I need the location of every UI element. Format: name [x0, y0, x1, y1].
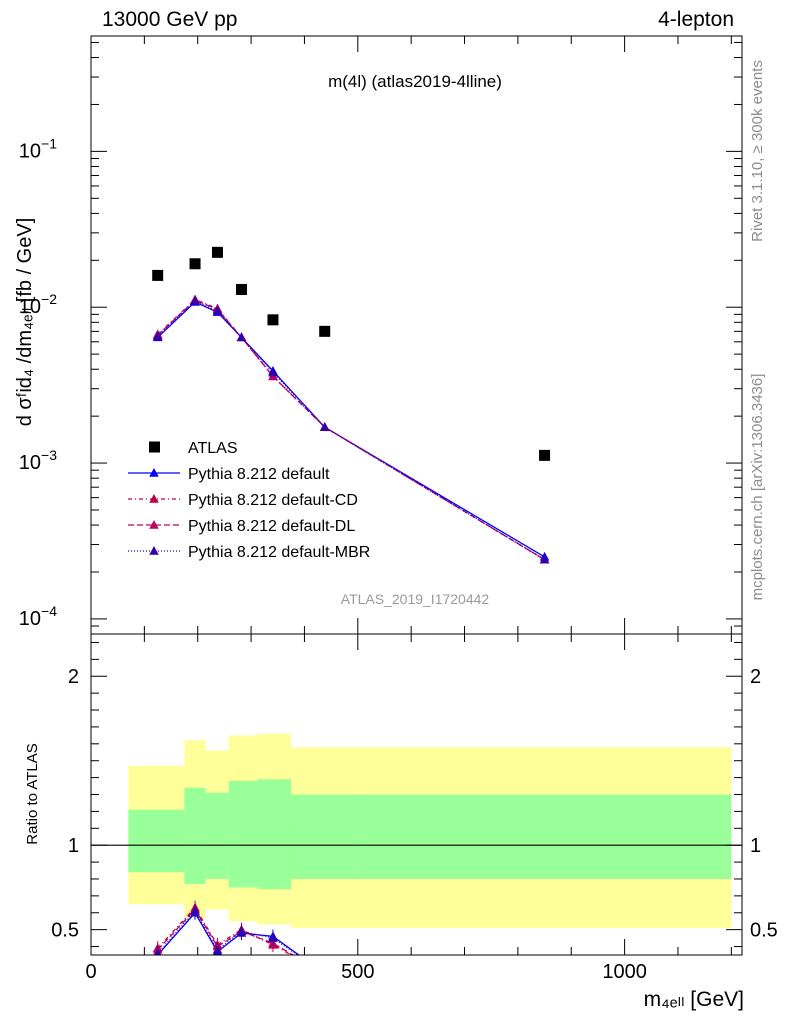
- ratio-point: [154, 948, 162, 955]
- legend: ATLAS Pythia 8.212 default Pythia 8.212 de…: [128, 440, 370, 561]
- y-tick-label: 10−1: [19, 135, 57, 162]
- ratio-point: [540, 974, 550, 983]
- series-default_mbr: [152, 295, 550, 564]
- ratio-content: [91, 733, 742, 983]
- mc-point: [152, 331, 163, 341]
- main-y-axis-label: d σᶠid₄ /dm₄ₑₗₗ [fb / GeV]: [14, 218, 36, 427]
- ratio-y-axis-label: Ratio to ATLAS: [24, 743, 41, 844]
- y-tick-exponent: −3: [41, 447, 57, 463]
- ratio-y-tick-label-right: 2: [750, 666, 761, 688]
- y-tick-label: 10−3: [19, 447, 57, 474]
- analysis-watermark: ATLAS_2019_I1720442: [341, 591, 490, 607]
- ratio-point: [236, 926, 247, 936]
- ratio-point: [320, 969, 330, 978]
- mc-point: [268, 367, 278, 377]
- plot-title: m(4l) (atlas2019-4lline): [328, 72, 502, 91]
- mc-point: [319, 422, 330, 431]
- data-point: [235, 283, 247, 295]
- mc-point: [236, 332, 247, 342]
- ratio-y-tick-label-right: 0.5: [750, 920, 778, 942]
- header-channel: 4-lepton: [658, 8, 734, 31]
- legend-marker: [149, 546, 159, 555]
- mc-point: [190, 295, 200, 305]
- ratio-y-tick-label: 0.5: [51, 920, 79, 942]
- ratio-point: [540, 972, 550, 981]
- y-tick-exponent: −1: [41, 135, 57, 151]
- legend-marker: [149, 441, 160, 453]
- uncertainty-band-inner: [184, 787, 206, 885]
- ratio-point: [320, 969, 330, 978]
- series-data: [152, 246, 551, 461]
- ratio-point: [540, 974, 550, 983]
- uncertainty-band-inner: [205, 792, 229, 879]
- ratio-point: [320, 969, 330, 978]
- ratio-series-default_mbr: [154, 904, 550, 983]
- mc-point: [212, 305, 223, 315]
- x-tick-label: 500: [341, 961, 374, 983]
- data-point: [267, 314, 279, 326]
- ratio-point: [268, 933, 278, 942]
- legend-label: ATLAS: [188, 440, 238, 457]
- ratio-point: [540, 974, 550, 983]
- y-tick-label: 10−4: [19, 603, 57, 630]
- y-tick-exponent: −4: [41, 603, 57, 619]
- y-tick-exponent: −2: [41, 291, 57, 307]
- legend-label: Pythia 8.212 default-DL: [188, 518, 355, 535]
- data-point: [152, 269, 164, 281]
- legend-marker: [149, 494, 159, 503]
- uncertainty-band-inner: [257, 779, 292, 890]
- ratio-point: [190, 906, 200, 915]
- ratio-plot: [91, 733, 742, 983]
- main-plot: ATLAS Pythia 8.212 default Pythia 8.212 de…: [128, 246, 551, 564]
- legend-marker: [149, 520, 159, 529]
- legend-label: Pythia 8.212 default: [188, 466, 330, 483]
- uncertainty-band-inner: [291, 794, 358, 879]
- uncertainty-band-inner: [228, 780, 258, 888]
- data-point: [319, 325, 331, 337]
- uncertainty-band-inner: [357, 794, 732, 879]
- mc-point: [539, 554, 550, 564]
- rivet-version-text: Rivet 3.1.10, ≥ 300k events: [749, 60, 766, 242]
- data-point: [211, 246, 223, 258]
- legend-marker: [149, 468, 159, 477]
- mcplots-reference-text: mcplots.cern.ch [arXiv:1306.3436]: [749, 374, 766, 601]
- ratio-point: [212, 944, 223, 954]
- ratio-y-tick-label: 2: [68, 666, 79, 688]
- uncertainty-band-inner: [128, 809, 185, 873]
- ratio-y-tick-label-right: 1: [750, 835, 761, 857]
- ratio-point: [320, 969, 330, 978]
- header-energy: 13000 GeV pp: [102, 8, 238, 31]
- x-axis-label: m₄ₑₗₗ [GeV]: [644, 988, 744, 1011]
- data-point: [189, 258, 201, 270]
- x-tick-label: 1000: [602, 961, 647, 983]
- legend-label: Pythia 8.212 default-CD: [188, 492, 358, 509]
- data-point: [539, 449, 551, 461]
- x-tick-label: 0: [85, 961, 96, 983]
- ratio-y-tick-label: 1: [68, 835, 79, 857]
- legend-label: Pythia 8.212 default-MBR: [188, 544, 370, 561]
